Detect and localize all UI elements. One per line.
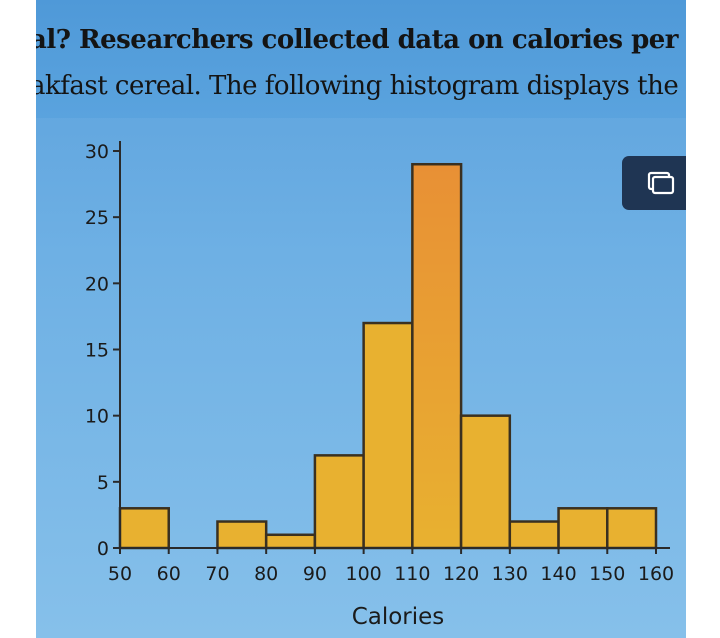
x-tick-label-100: 100 (346, 563, 382, 585)
histogram-bar-150-160 (606, 507, 658, 550)
question-text-line-2: akfast cereal. The following histogram d… (36, 71, 679, 101)
histogram-chart: 0 5 10 15 20 25 30 50 60 70 80 90 100 110 120 130 140 150… (85, 141, 674, 630)
y-tick-label-5: 5 (97, 472, 109, 494)
histogram-bar-100-110 (362, 321, 414, 550)
y-tick-label-25: 25 (85, 207, 109, 229)
expand-button[interactable] (622, 156, 686, 210)
x-tick-label-130: 130 (492, 563, 528, 585)
histogram-bar-80-90 (264, 533, 317, 550)
histogram-bar-70-80 (216, 520, 268, 550)
y-tick-label-0: 0 (97, 538, 109, 560)
histogram-bar-50-60 (118, 507, 170, 550)
y-tick-label-30: 30 (85, 141, 109, 163)
histogram-bar-130-140 (508, 520, 560, 550)
x-tick-label-160: 160 (638, 563, 674, 585)
content-panel: al? Researchers collected data on calori… (36, 0, 686, 638)
expand-window-icon (647, 171, 675, 195)
y-tick-label-15: 15 (85, 340, 109, 362)
histogram-bar-120-130 (459, 414, 512, 550)
x-tick-label-90: 90 (303, 563, 327, 585)
question-text: al? Researchers collected data on calori… (36, 0, 686, 118)
x-tick-label-60: 60 (157, 563, 181, 585)
question-text-line-1: al? Researchers collected data on calori… (36, 25, 686, 55)
histogram-bar-140-150 (557, 507, 609, 550)
histogram-bar-110-120 (411, 162, 463, 550)
histogram-bar-90-100 (313, 454, 365, 550)
x-tick-label-140: 140 (540, 563, 576, 585)
y-tick-label-10: 10 (85, 406, 109, 428)
x-axis-title: Calories (352, 604, 445, 630)
x-tick-label-150: 150 (589, 563, 625, 585)
x-tick-label-80: 80 (254, 563, 278, 585)
x-tick-label-110: 110 (394, 563, 430, 585)
x-tick-label-50: 50 (108, 563, 132, 585)
x-tick-label-120: 120 (443, 563, 479, 585)
y-tick-label-20: 20 (85, 273, 109, 295)
x-tick-label-70: 70 (205, 563, 229, 585)
